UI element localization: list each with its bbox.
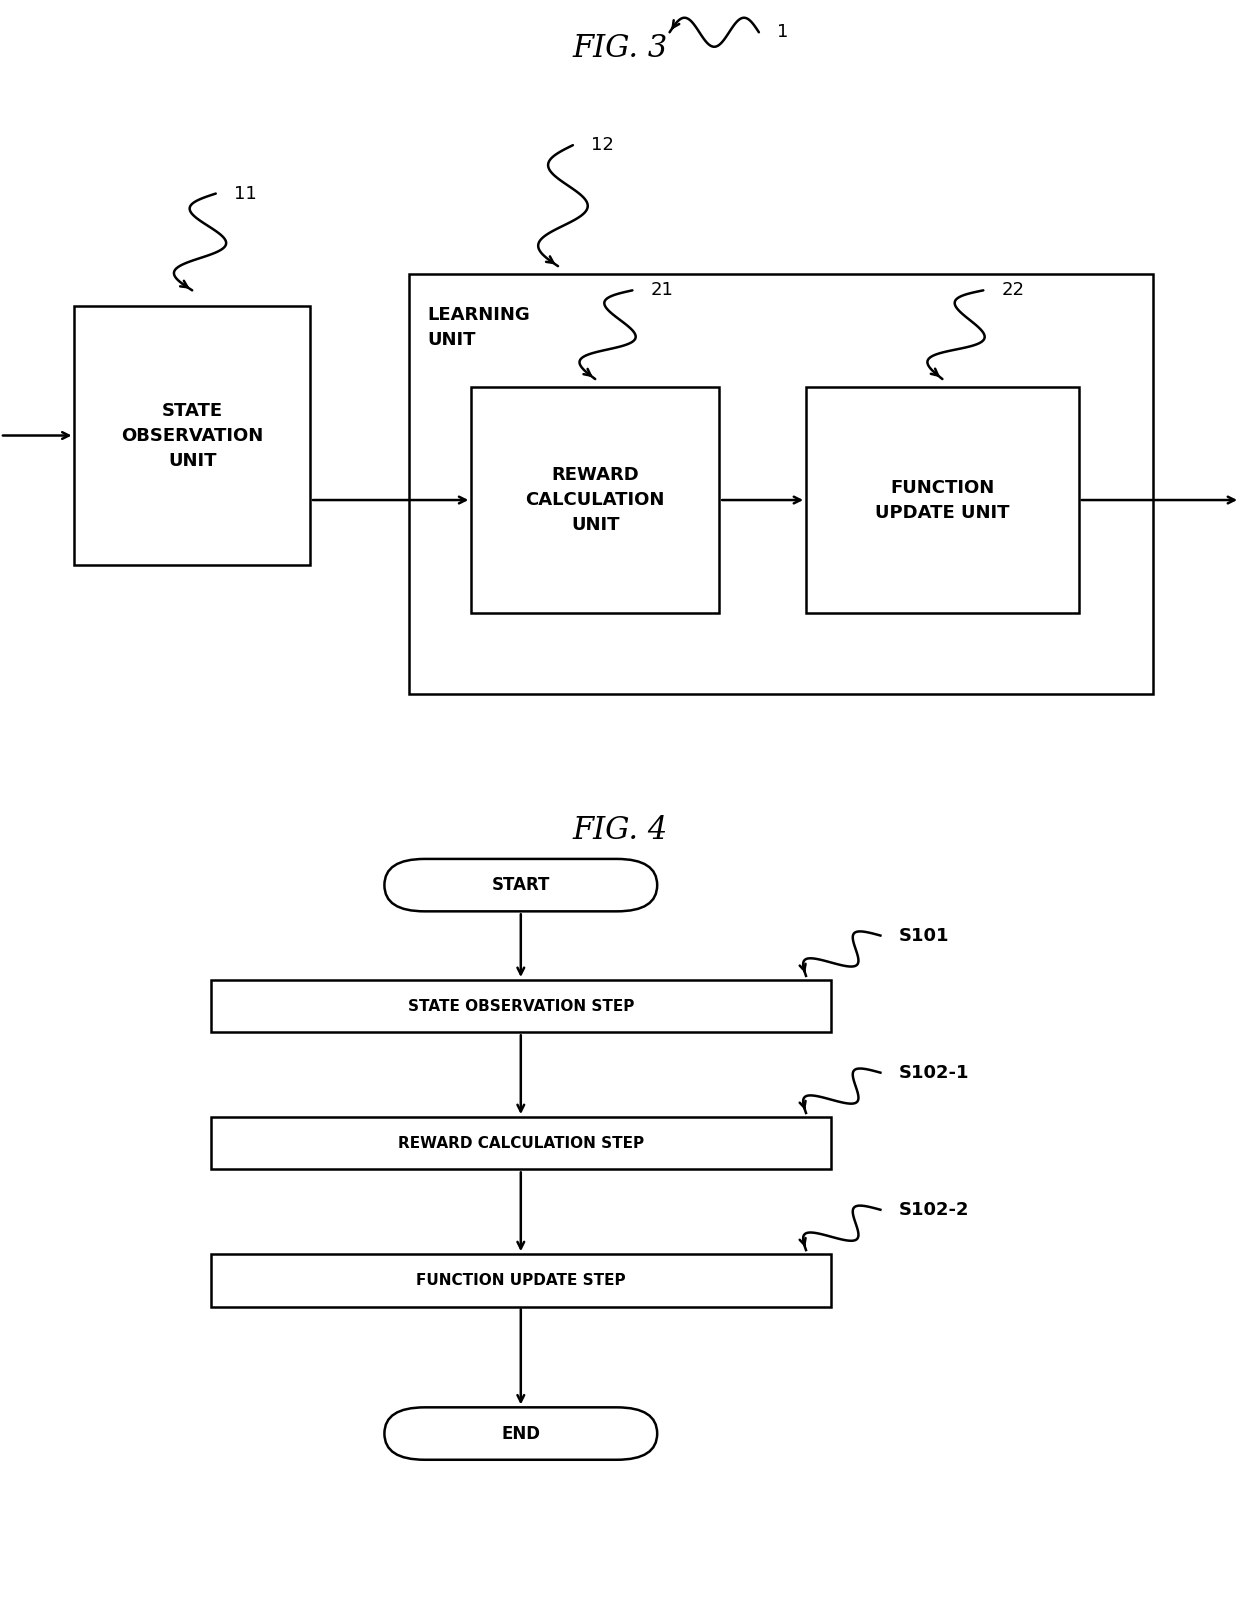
Text: START: START [491,876,551,894]
Bar [471,387,719,613]
Text: 22: 22 [1002,281,1025,300]
Text: FIG. 3: FIG. 3 [573,32,667,65]
Text: END: END [501,1424,541,1442]
Text: S102-2: S102-2 [899,1200,970,1219]
Text: 12: 12 [591,135,614,155]
Text: S101: S101 [899,926,950,945]
Bar [806,387,1079,613]
Text: S102-1: S102-1 [899,1063,970,1082]
FancyBboxPatch shape [384,858,657,911]
Text: 1: 1 [777,23,789,42]
Text: REWARD CALCULATION STEP: REWARD CALCULATION STEP [398,1136,644,1150]
Bar [211,1255,831,1307]
Bar [211,1116,831,1169]
Text: FUNCTION UPDATE STEP: FUNCTION UPDATE STEP [415,1273,626,1287]
Text: STATE
OBSERVATION
UNIT: STATE OBSERVATION UNIT [122,402,263,469]
Text: STATE OBSERVATION STEP: STATE OBSERVATION STEP [408,998,634,1013]
Text: REWARD
CALCULATION
UNIT: REWARD CALCULATION UNIT [526,466,665,534]
Bar [74,306,310,565]
Text: FIG. 4: FIG. 4 [573,815,667,847]
Text: 11: 11 [234,184,257,203]
Bar [211,981,831,1032]
FancyBboxPatch shape [384,1407,657,1460]
Text: FUNCTION
UPDATE UNIT: FUNCTION UPDATE UNIT [875,479,1009,521]
Bar [409,274,1153,694]
Text: 21: 21 [651,281,673,300]
Text: LEARNING
UNIT: LEARNING UNIT [428,306,531,350]
